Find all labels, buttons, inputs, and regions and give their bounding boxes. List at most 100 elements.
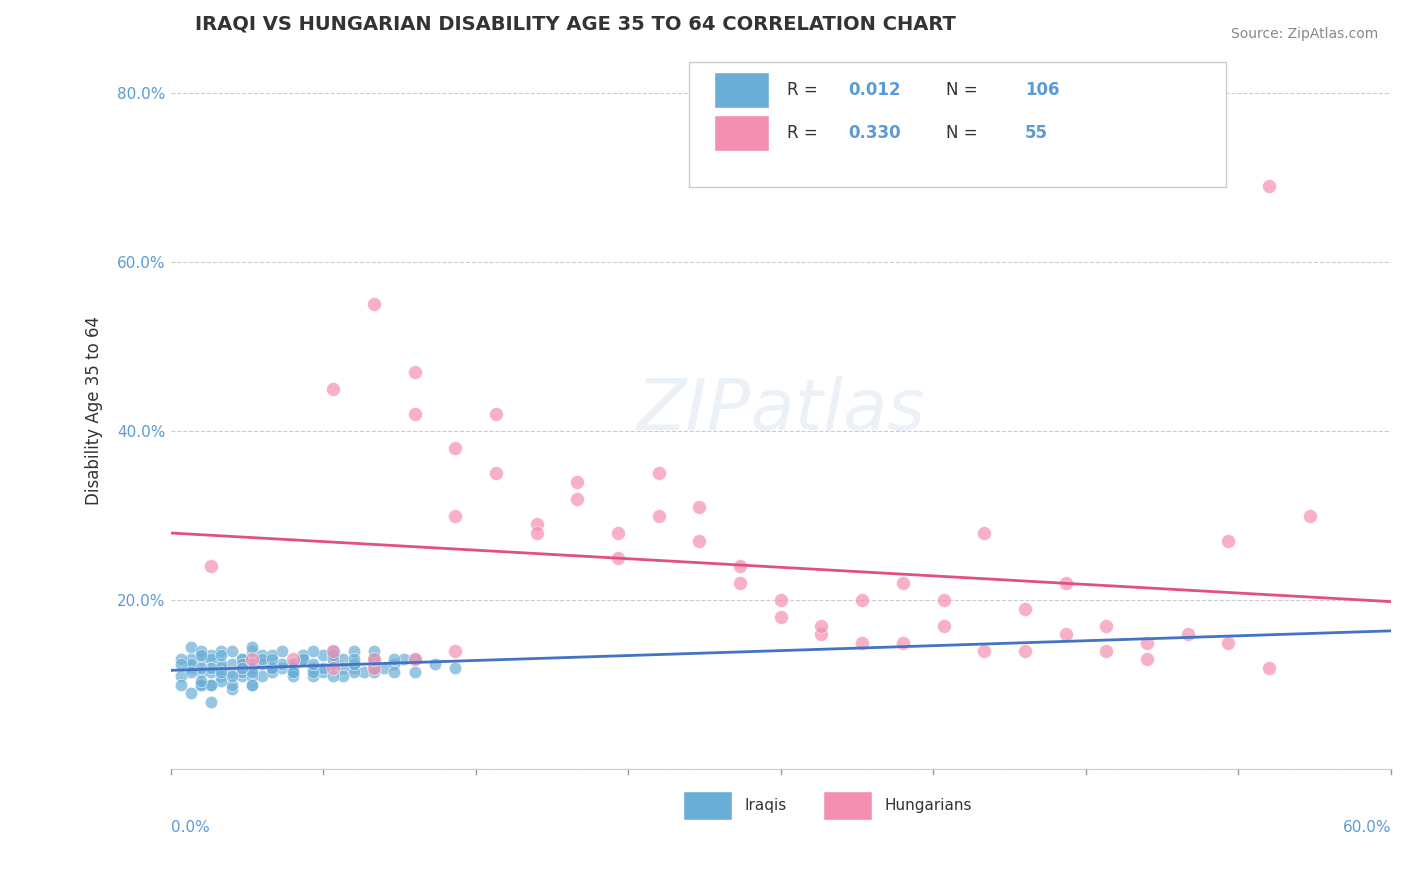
- Point: [231, 665, 253, 679]
- Point: [221, 644, 243, 658]
- Point: [567, 475, 589, 489]
- Point: [769, 610, 792, 624]
- Point: [281, 665, 304, 679]
- Text: 0.012: 0.012: [848, 81, 900, 99]
- Point: [363, 661, 385, 675]
- Point: [373, 661, 395, 675]
- Point: [810, 618, 832, 632]
- Point: [1054, 627, 1077, 641]
- Point: [404, 652, 426, 666]
- Point: [973, 644, 995, 658]
- Point: [1177, 627, 1199, 641]
- Text: 60.0%: 60.0%: [1343, 820, 1391, 835]
- Point: [312, 661, 335, 675]
- Point: [973, 525, 995, 540]
- Point: [190, 678, 212, 692]
- Point: [221, 665, 243, 679]
- Point: [180, 665, 202, 679]
- Point: [526, 517, 548, 532]
- Point: [209, 648, 232, 663]
- Point: [485, 407, 508, 421]
- Text: R =: R =: [787, 81, 823, 99]
- Point: [363, 661, 385, 675]
- Point: [332, 669, 354, 683]
- Point: [851, 635, 873, 649]
- Point: [281, 669, 304, 683]
- Text: IRAQI VS HUNGARIAN DISABILITY AGE 35 TO 64 CORRELATION CHART: IRAQI VS HUNGARIAN DISABILITY AGE 35 TO …: [195, 15, 956, 34]
- Point: [200, 678, 222, 692]
- Point: [312, 648, 335, 663]
- Point: [231, 669, 253, 683]
- Point: [231, 657, 253, 671]
- Point: [688, 534, 710, 549]
- Point: [262, 661, 284, 675]
- FancyBboxPatch shape: [689, 62, 1226, 187]
- Point: [322, 661, 344, 675]
- Point: [180, 640, 202, 654]
- Point: [291, 652, 314, 666]
- Point: [1218, 635, 1240, 649]
- Point: [302, 657, 325, 671]
- Text: Hungarians: Hungarians: [884, 797, 972, 813]
- Point: [567, 491, 589, 506]
- Point: [363, 644, 385, 658]
- Y-axis label: Disability Age 35 to 64: Disability Age 35 to 64: [86, 316, 103, 505]
- Point: [485, 467, 508, 481]
- Point: [1095, 618, 1118, 632]
- Point: [332, 652, 354, 666]
- Point: [170, 652, 193, 666]
- Point: [322, 644, 344, 658]
- Text: ZIPatlas: ZIPatlas: [637, 376, 925, 444]
- Point: [209, 669, 232, 683]
- Point: [363, 665, 385, 679]
- Point: [526, 525, 548, 540]
- Point: [382, 665, 405, 679]
- Point: [728, 559, 751, 574]
- Point: [404, 665, 426, 679]
- Point: [810, 627, 832, 641]
- Point: [343, 652, 366, 666]
- Point: [281, 657, 304, 671]
- Point: [190, 652, 212, 666]
- Text: 0.0%: 0.0%: [170, 820, 209, 835]
- Point: [221, 681, 243, 696]
- Point: [302, 644, 325, 658]
- Point: [250, 648, 273, 663]
- Point: [363, 652, 385, 666]
- Point: [322, 657, 344, 671]
- Point: [343, 644, 366, 658]
- Point: [302, 669, 325, 683]
- Point: [1258, 661, 1281, 675]
- Point: [363, 297, 385, 311]
- Text: Source: ZipAtlas.com: Source: ZipAtlas.com: [1230, 27, 1378, 41]
- Point: [423, 657, 446, 671]
- Point: [190, 661, 212, 675]
- Point: [728, 576, 751, 591]
- Point: [240, 678, 263, 692]
- Point: [312, 665, 335, 679]
- Point: [200, 661, 222, 675]
- Point: [932, 618, 955, 632]
- Point: [190, 644, 212, 658]
- Point: [209, 661, 232, 675]
- Point: [170, 678, 193, 692]
- Point: [240, 644, 263, 658]
- Point: [607, 551, 630, 566]
- Point: [1218, 534, 1240, 549]
- Point: [240, 657, 263, 671]
- FancyBboxPatch shape: [824, 791, 872, 820]
- Point: [444, 508, 467, 523]
- Point: [382, 652, 405, 666]
- Point: [302, 661, 325, 675]
- Point: [343, 657, 366, 671]
- Point: [404, 652, 426, 666]
- Text: Iraqis: Iraqis: [744, 797, 786, 813]
- Point: [240, 661, 263, 675]
- Point: [322, 648, 344, 663]
- Point: [322, 652, 344, 666]
- Point: [688, 500, 710, 515]
- Point: [200, 678, 222, 692]
- Point: [209, 665, 232, 679]
- Point: [180, 661, 202, 675]
- Point: [291, 652, 314, 666]
